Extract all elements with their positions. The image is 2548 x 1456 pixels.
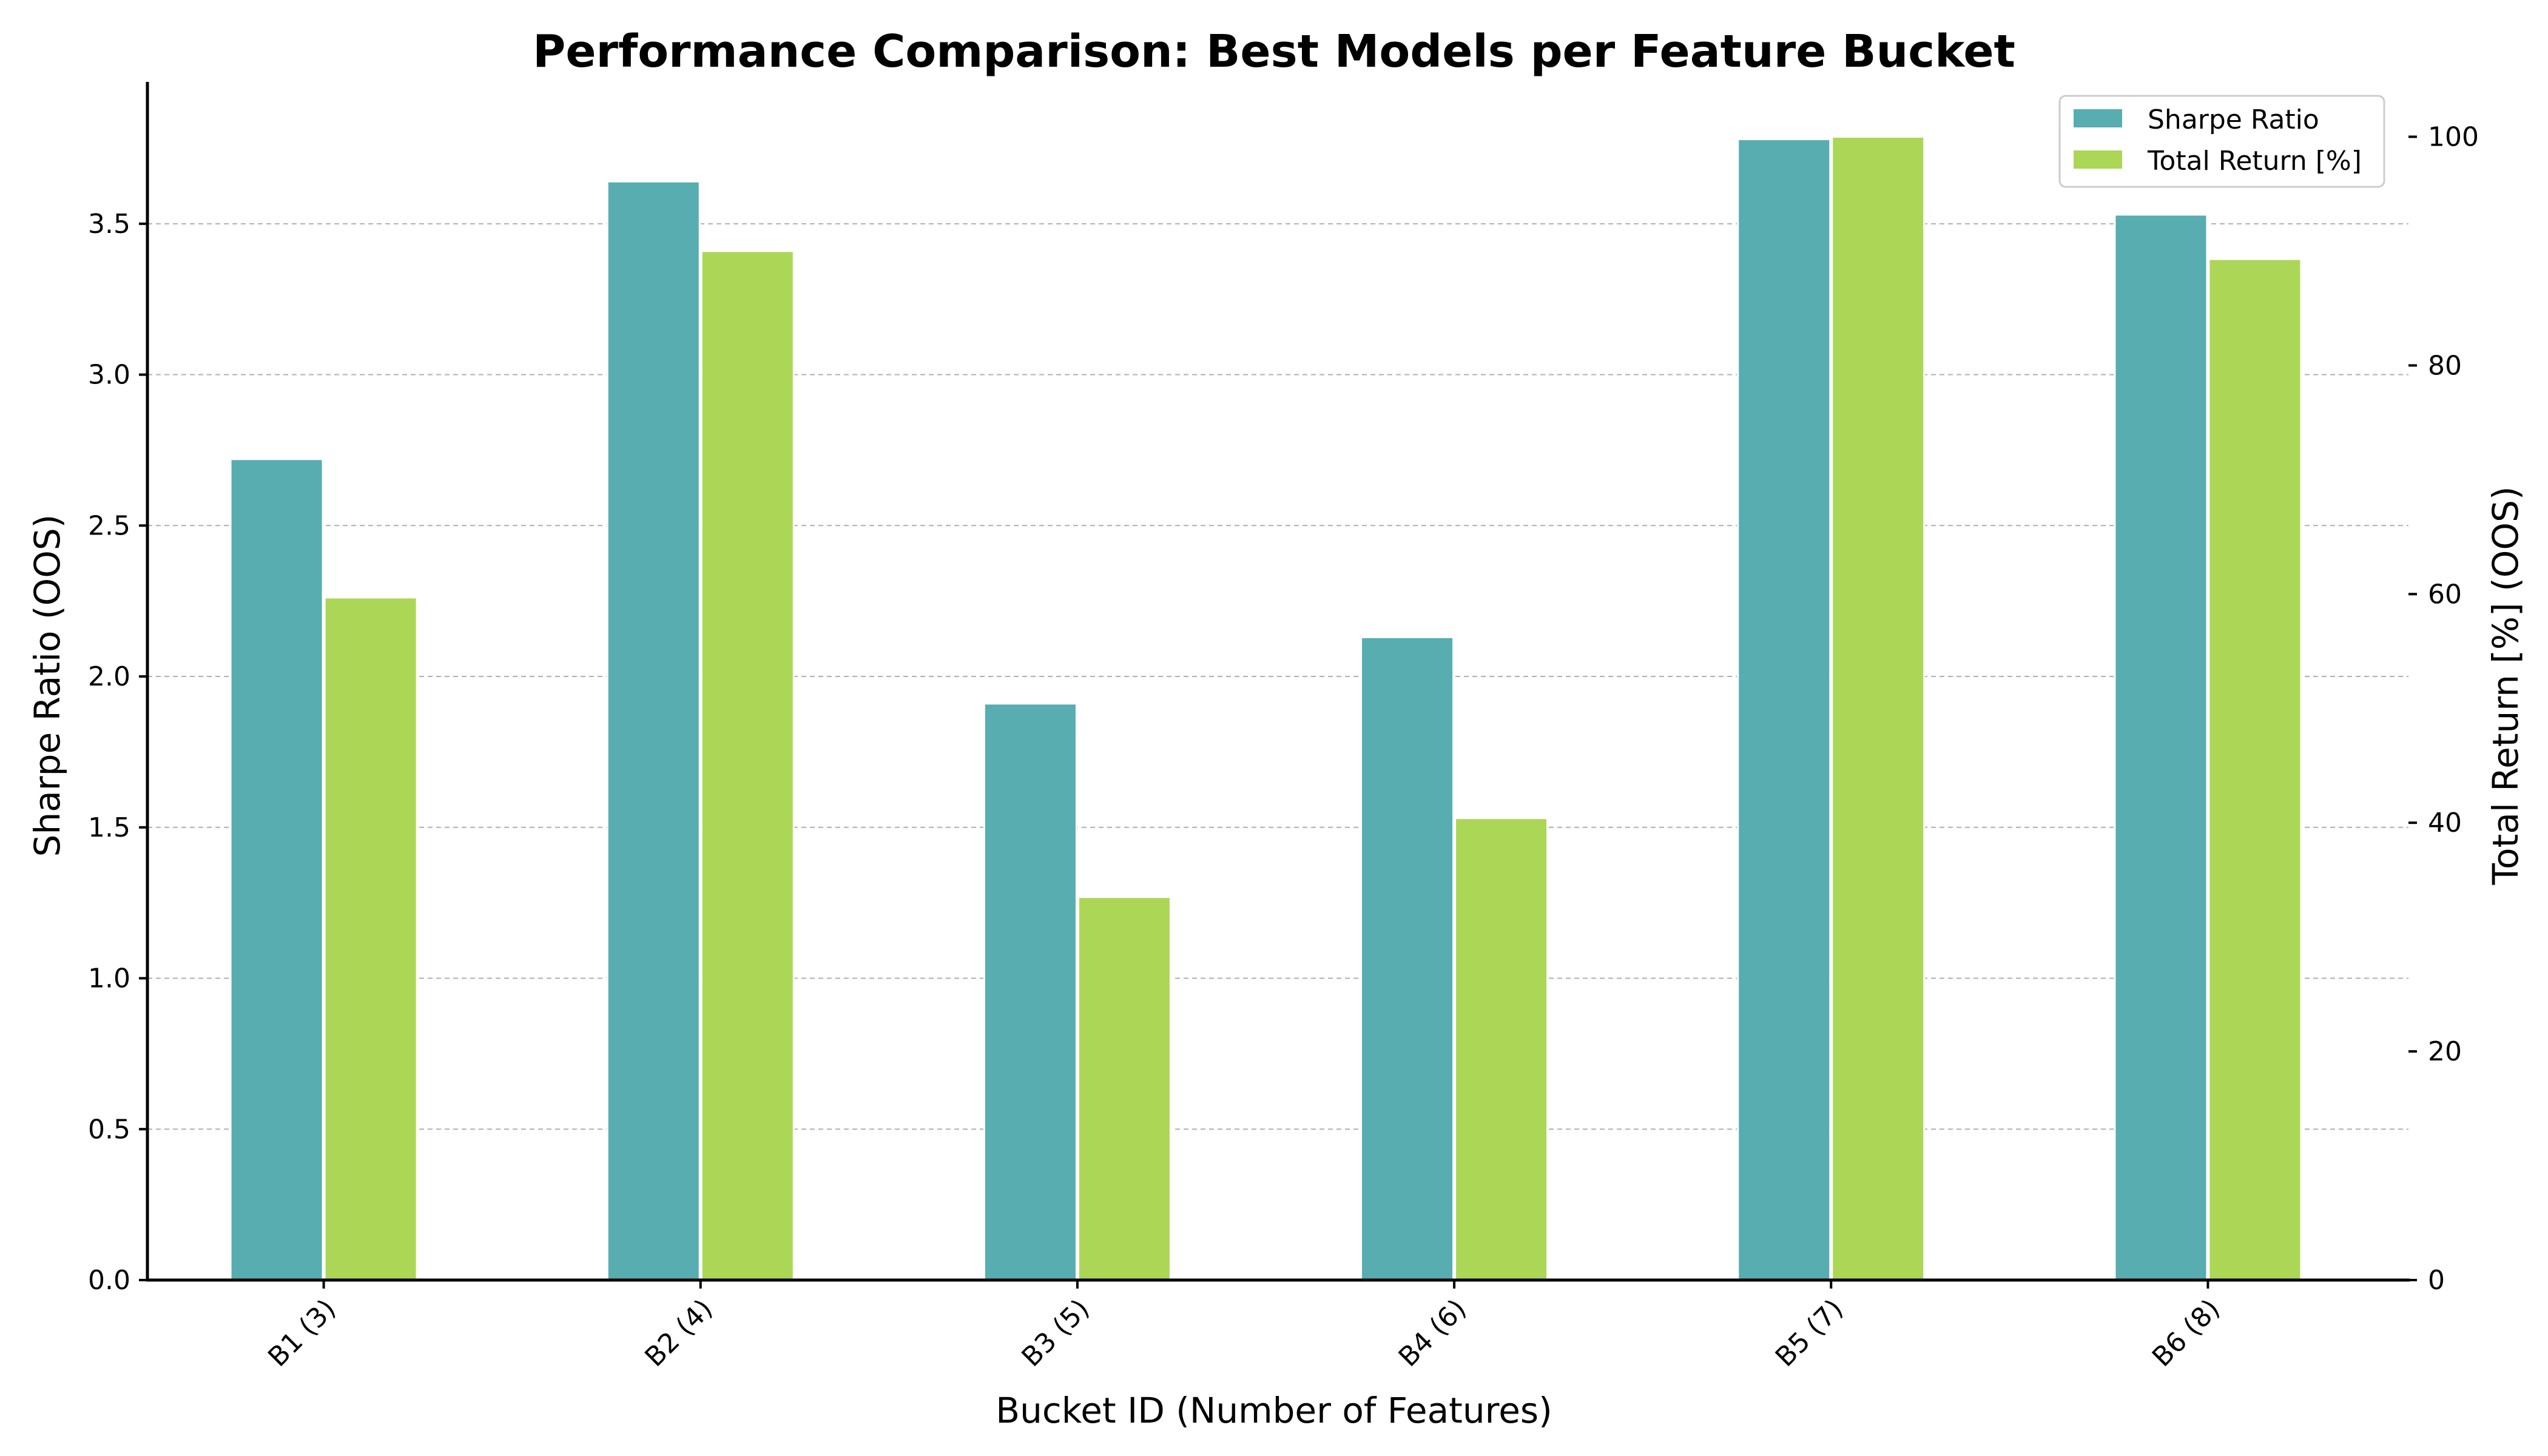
y-tick-label-6: 3.0 bbox=[88, 360, 130, 391]
y2-tick-label-0: 0 bbox=[2428, 1265, 2445, 1296]
bar-sharpe-ratio-b5-7 bbox=[1737, 138, 1832, 1281]
chart-title: Performance Comparison: Best Models per … bbox=[533, 25, 2015, 78]
y2-axis-label: Total Return [%] (OOS) bbox=[2485, 487, 2526, 886]
y-tick-label-3: 1.5 bbox=[88, 812, 130, 843]
legend-frame bbox=[2058, 95, 2385, 188]
bar-total-return-b5-7 bbox=[1831, 135, 1926, 1281]
bar-sharpe-ratio-b1-3 bbox=[229, 458, 324, 1281]
bar-total-return-b6-8 bbox=[2208, 258, 2302, 1281]
y-tick-label-7: 3.5 bbox=[88, 209, 130, 240]
bar-total-return-b2-4 bbox=[700, 250, 795, 1281]
axes bbox=[146, 82, 2410, 1282]
bar-total-return-b3-5 bbox=[1077, 896, 1171, 1281]
legend-swatch-total-return bbox=[2074, 150, 2122, 169]
y-tick-label-0: 0.0 bbox=[88, 1265, 130, 1296]
legend-swatch-sharpe-ratio bbox=[2074, 109, 2122, 127]
bar-sharpe-ratio-b4-6 bbox=[1360, 636, 1455, 1281]
x-tick-label-b2-4: B2 (4) bbox=[639, 1293, 718, 1373]
y-axis-label: Sharpe Ratio (OOS) bbox=[27, 514, 68, 857]
y2-tick-label-1: 20 bbox=[2428, 1036, 2462, 1067]
y2-tick-label-3: 60 bbox=[2428, 579, 2462, 610]
legend-label-total-return: Total Return [%] bbox=[2147, 146, 2362, 177]
y-tick-label-2: 1.0 bbox=[88, 963, 130, 994]
bars bbox=[229, 135, 2302, 1281]
x-tick-label-b4-6: B4 (6) bbox=[1393, 1293, 1472, 1373]
y2-tick-label-5: 100 bbox=[2428, 121, 2479, 152]
x-tick-label-b6-8: B6 (8) bbox=[2146, 1293, 2226, 1373]
y-tick-label-1: 0.5 bbox=[88, 1114, 130, 1145]
bar-total-return-b4-6 bbox=[1454, 817, 1549, 1281]
legend: Sharpe Ratio Total Return [%] bbox=[2058, 95, 2385, 188]
bar-sharpe-ratio-b6-8 bbox=[2114, 214, 2208, 1281]
x-tick-label-b3-5: B3 (5) bbox=[1016, 1293, 1096, 1373]
gridlines bbox=[147, 223, 2408, 1130]
bar-sharpe-ratio-b2-4 bbox=[606, 180, 701, 1281]
bar-sharpe-ratio-b3-5 bbox=[983, 703, 1077, 1281]
x-tick-label-b1-3: B1 (3) bbox=[262, 1293, 342, 1373]
y-tick-label-5: 2.5 bbox=[88, 510, 130, 541]
legend-label-sharpe-ratio: Sharpe Ratio bbox=[2148, 104, 2319, 135]
y2-tick-label-2: 40 bbox=[2428, 807, 2462, 838]
y-tick-label-4: 2.0 bbox=[88, 661, 130, 692]
x-tick-label-b5-7: B5 (7) bbox=[1770, 1293, 1849, 1373]
bar-total-return-b1-3 bbox=[323, 596, 418, 1281]
y2-tick-label-4: 80 bbox=[2428, 350, 2462, 381]
x-axis-label: Bucket ID (Number of Features) bbox=[996, 1390, 1552, 1431]
